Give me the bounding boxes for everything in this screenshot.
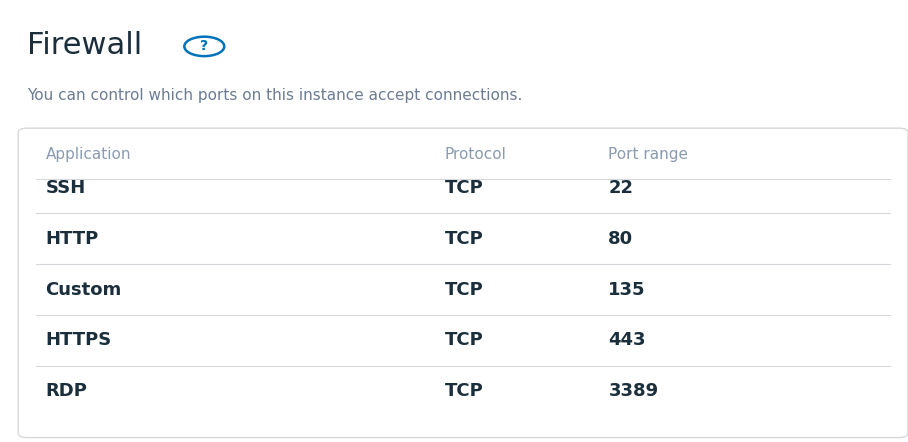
Text: Firewall: Firewall [27, 31, 143, 60]
Text: TCP: TCP [445, 382, 484, 400]
Text: SSH: SSH [45, 179, 85, 197]
Text: You can control which ports on this instance accept connections.: You can control which ports on this inst… [27, 88, 523, 103]
Text: 80: 80 [608, 230, 634, 248]
Text: TCP: TCP [445, 281, 484, 298]
Text: 135: 135 [608, 281, 646, 298]
Text: 443: 443 [608, 332, 646, 349]
Text: TCP: TCP [445, 332, 484, 349]
Text: Custom: Custom [45, 281, 122, 298]
Text: HTTPS: HTTPS [45, 332, 112, 349]
Text: 3389: 3389 [608, 382, 658, 400]
Text: TCP: TCP [445, 230, 484, 248]
Text: 22: 22 [608, 179, 634, 197]
Text: HTTP: HTTP [45, 230, 99, 248]
Text: Application: Application [45, 147, 131, 162]
Text: RDP: RDP [45, 382, 87, 400]
Text: ?: ? [201, 39, 208, 53]
Text: Protocol: Protocol [445, 147, 507, 162]
FancyBboxPatch shape [18, 128, 908, 438]
Text: Port range: Port range [608, 147, 688, 162]
Text: TCP: TCP [445, 179, 484, 197]
